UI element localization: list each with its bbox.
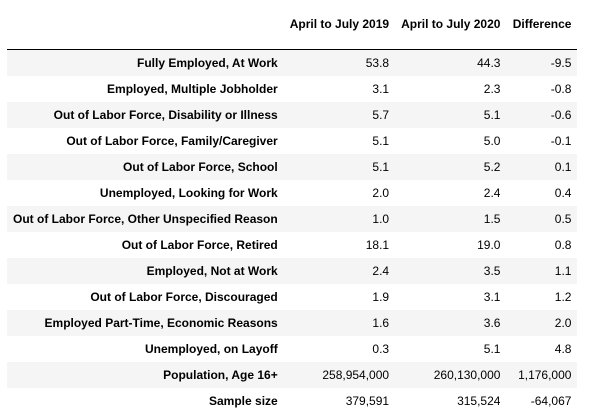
cell: 1.5 <box>483 211 501 226</box>
cell: -0.1 <box>550 133 572 148</box>
table-row: Employed, Not at Work 2.4 3.5 1.1 <box>7 257 578 284</box>
cell: 1.1 <box>554 263 572 278</box>
table-body: Fully Employed, At Work 53.8 44.3 -9.5 Emplo… <box>7 49 578 414</box>
cell: 53.8 <box>365 55 390 70</box>
cell: 0.4 <box>554 185 572 200</box>
table-row: Unemployed, on Layoff 0.3 5.1 4.8 <box>7 336 577 362</box>
cell: 5.1 <box>372 159 390 174</box>
cell: -9.5 <box>550 55 572 70</box>
table-row: Population, Age 16+ 258,954,000 260,130,00… <box>7 361 578 388</box>
cell: 3.1 <box>483 289 501 304</box>
table-row: Out of Labor Force, School 5.1 5.2 0.1 <box>7 153 578 180</box>
table-row: Out of Labor Force, Retired 18.1 19.0 0.8 <box>7 232 577 258</box>
cell: 0.8 <box>554 237 572 252</box>
row-label: Unemployed, on Layoff <box>145 341 278 356</box>
table-header: April to July 2019 April to July 2020 Diff… <box>7 11 578 50</box>
table-row: Unemployed, Looking for Work 2.0 2.4 0.4 <box>7 180 577 206</box>
row-label: Out of Labor Force, School <box>123 159 278 174</box>
table-row: Employed Part-Time, Economic Reasons 1.6 3… <box>7 309 578 336</box>
row-label: Out of Labor Force, Discouraged <box>90 289 278 304</box>
cell: 3.1 <box>372 81 390 96</box>
index-header <box>7 11 284 50</box>
cell: 315,524 <box>457 393 501 408</box>
row-label: Employed Part-Time, Economic Reasons <box>44 315 278 330</box>
table-row: Out of Labor Force, Other Unspecified Re… <box>7 205 578 232</box>
table-row: Out of Labor Force, Family/Caregiver 5.1 5… <box>7 128 577 154</box>
cell: -0.8 <box>550 81 572 96</box>
cell: 1,176,000 <box>518 367 572 382</box>
row-label: Unemployed, Looking for Work <box>99 185 278 200</box>
cell: 2.3 <box>483 81 501 96</box>
cell: 1.6 <box>372 315 390 330</box>
cell: -0.6 <box>550 107 572 122</box>
row-label: Out of Labor Force, Retired <box>121 237 278 252</box>
cell: 5.0 <box>483 133 501 148</box>
table-row: Employed, Multiple Jobholder 3.1 2.3 -0.8 <box>7 76 577 102</box>
cell: 0.5 <box>554 211 572 226</box>
row-label: Out of Labor Force, Family/Caregiver <box>66 133 278 148</box>
cell: 0.3 <box>372 341 390 356</box>
cell: 2.0 <box>554 315 572 330</box>
table-row: Out of Labor Force, Disability or Illnes… <box>7 101 578 128</box>
table-row: Fully Employed, At Work 53.8 44.3 -9.5 <box>7 49 578 76</box>
cell: 5.7 <box>372 107 390 122</box>
row-label: Employed, Not at Work <box>146 263 278 278</box>
column-header: April to July 2020 <box>395 11 507 50</box>
cell: 2.4 <box>483 185 501 200</box>
table-row: Sample size 379,591 315,524 -64,067 <box>7 388 577 414</box>
cell: 19.0 <box>477 237 501 252</box>
data-table: April to July 2019 April to July 2020 Diff… <box>7 11 578 414</box>
cell: 5.1 <box>483 341 501 356</box>
row-label: Sample size <box>209 393 278 408</box>
cell: 2.4 <box>372 263 390 278</box>
row-label: Fully Employed, At Work <box>137 55 278 70</box>
cell: 1.2 <box>554 289 572 304</box>
row-label: Employed, Multiple Jobholder <box>107 81 278 96</box>
cell: 1.0 <box>372 211 390 226</box>
cell: 5.2 <box>483 159 501 174</box>
header-row: April to July 2019 April to July 2020 Diff… <box>7 11 578 50</box>
cell: 18.1 <box>365 237 390 252</box>
row-label: Out of Labor Force, Other Unspecified Re… <box>13 211 278 226</box>
cell: 258,954,000 <box>322 367 390 382</box>
cell: 4.8 <box>554 341 572 356</box>
table-row: Out of Labor Force, Discouraged 1.9 3.1 1.2 <box>7 284 577 310</box>
cell: 2.0 <box>372 185 390 200</box>
cell: 0.1 <box>554 159 572 174</box>
cell: 5.1 <box>483 107 501 122</box>
cell: 260,130,000 <box>433 367 501 382</box>
cell: 3.5 <box>483 263 501 278</box>
column-header: Difference <box>506 11 578 50</box>
cell: 1.9 <box>372 289 390 304</box>
column-header: April to July 2019 <box>283 11 396 50</box>
cell: 5.1 <box>372 133 390 148</box>
cell: -64,067 <box>530 393 572 408</box>
cell: 379,591 <box>345 393 390 408</box>
cell: 44.3 <box>477 55 501 70</box>
row-label: Population, Age 16+ <box>163 367 278 382</box>
cell: 3.6 <box>483 315 501 330</box>
row-label: Out of Labor Force, Disability or Illnes… <box>53 107 278 122</box>
